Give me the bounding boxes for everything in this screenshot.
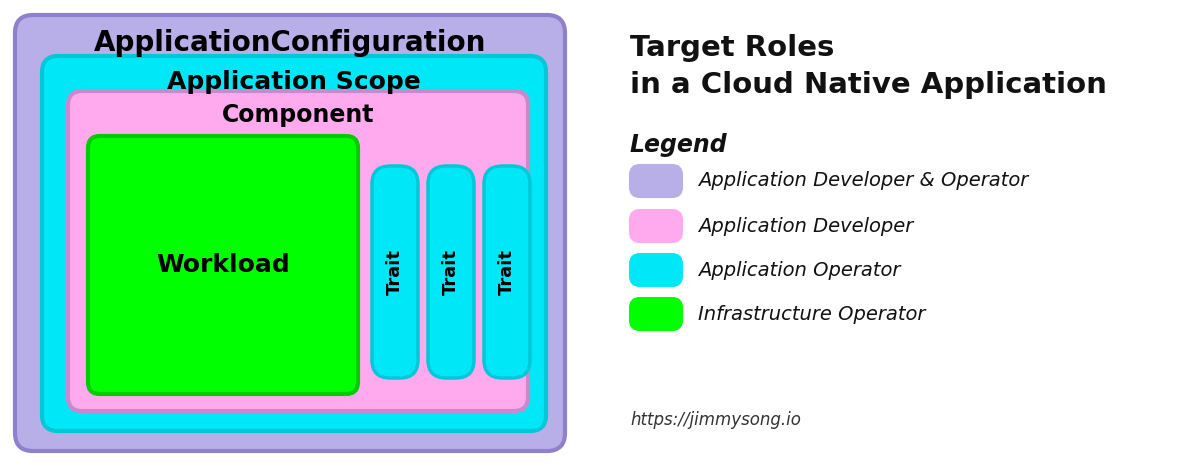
Text: in a Cloud Native Application: in a Cloud Native Application: [630, 71, 1107, 99]
Text: Application Developer & Operator: Application Developer & Operator: [699, 171, 1028, 191]
FancyBboxPatch shape: [630, 165, 682, 197]
Text: Trait: Trait: [442, 249, 460, 295]
Text: Legend: Legend: [630, 133, 728, 157]
Text: ApplicationConfiguration: ApplicationConfiguration: [94, 29, 486, 57]
Text: Application Scope: Application Scope: [168, 70, 421, 94]
FancyBboxPatch shape: [42, 56, 546, 431]
FancyBboxPatch shape: [68, 91, 527, 411]
FancyBboxPatch shape: [630, 210, 682, 242]
Text: Target Roles: Target Roles: [630, 34, 834, 62]
FancyBboxPatch shape: [15, 15, 565, 451]
Text: Application Developer: Application Developer: [699, 217, 913, 235]
Text: https://jimmysong.io: https://jimmysong.io: [630, 411, 801, 429]
Text: Component: Component: [222, 103, 374, 127]
FancyBboxPatch shape: [630, 298, 682, 330]
FancyBboxPatch shape: [88, 136, 358, 394]
Text: Trait: Trait: [498, 249, 516, 295]
FancyBboxPatch shape: [428, 166, 474, 378]
FancyBboxPatch shape: [630, 254, 682, 286]
FancyBboxPatch shape: [484, 166, 530, 378]
Text: Infrastructure Operator: Infrastructure Operator: [699, 304, 925, 323]
FancyBboxPatch shape: [372, 166, 418, 378]
Text: Trait: Trait: [386, 249, 404, 295]
Text: Application Operator: Application Operator: [699, 260, 900, 280]
Text: Workload: Workload: [156, 253, 290, 277]
